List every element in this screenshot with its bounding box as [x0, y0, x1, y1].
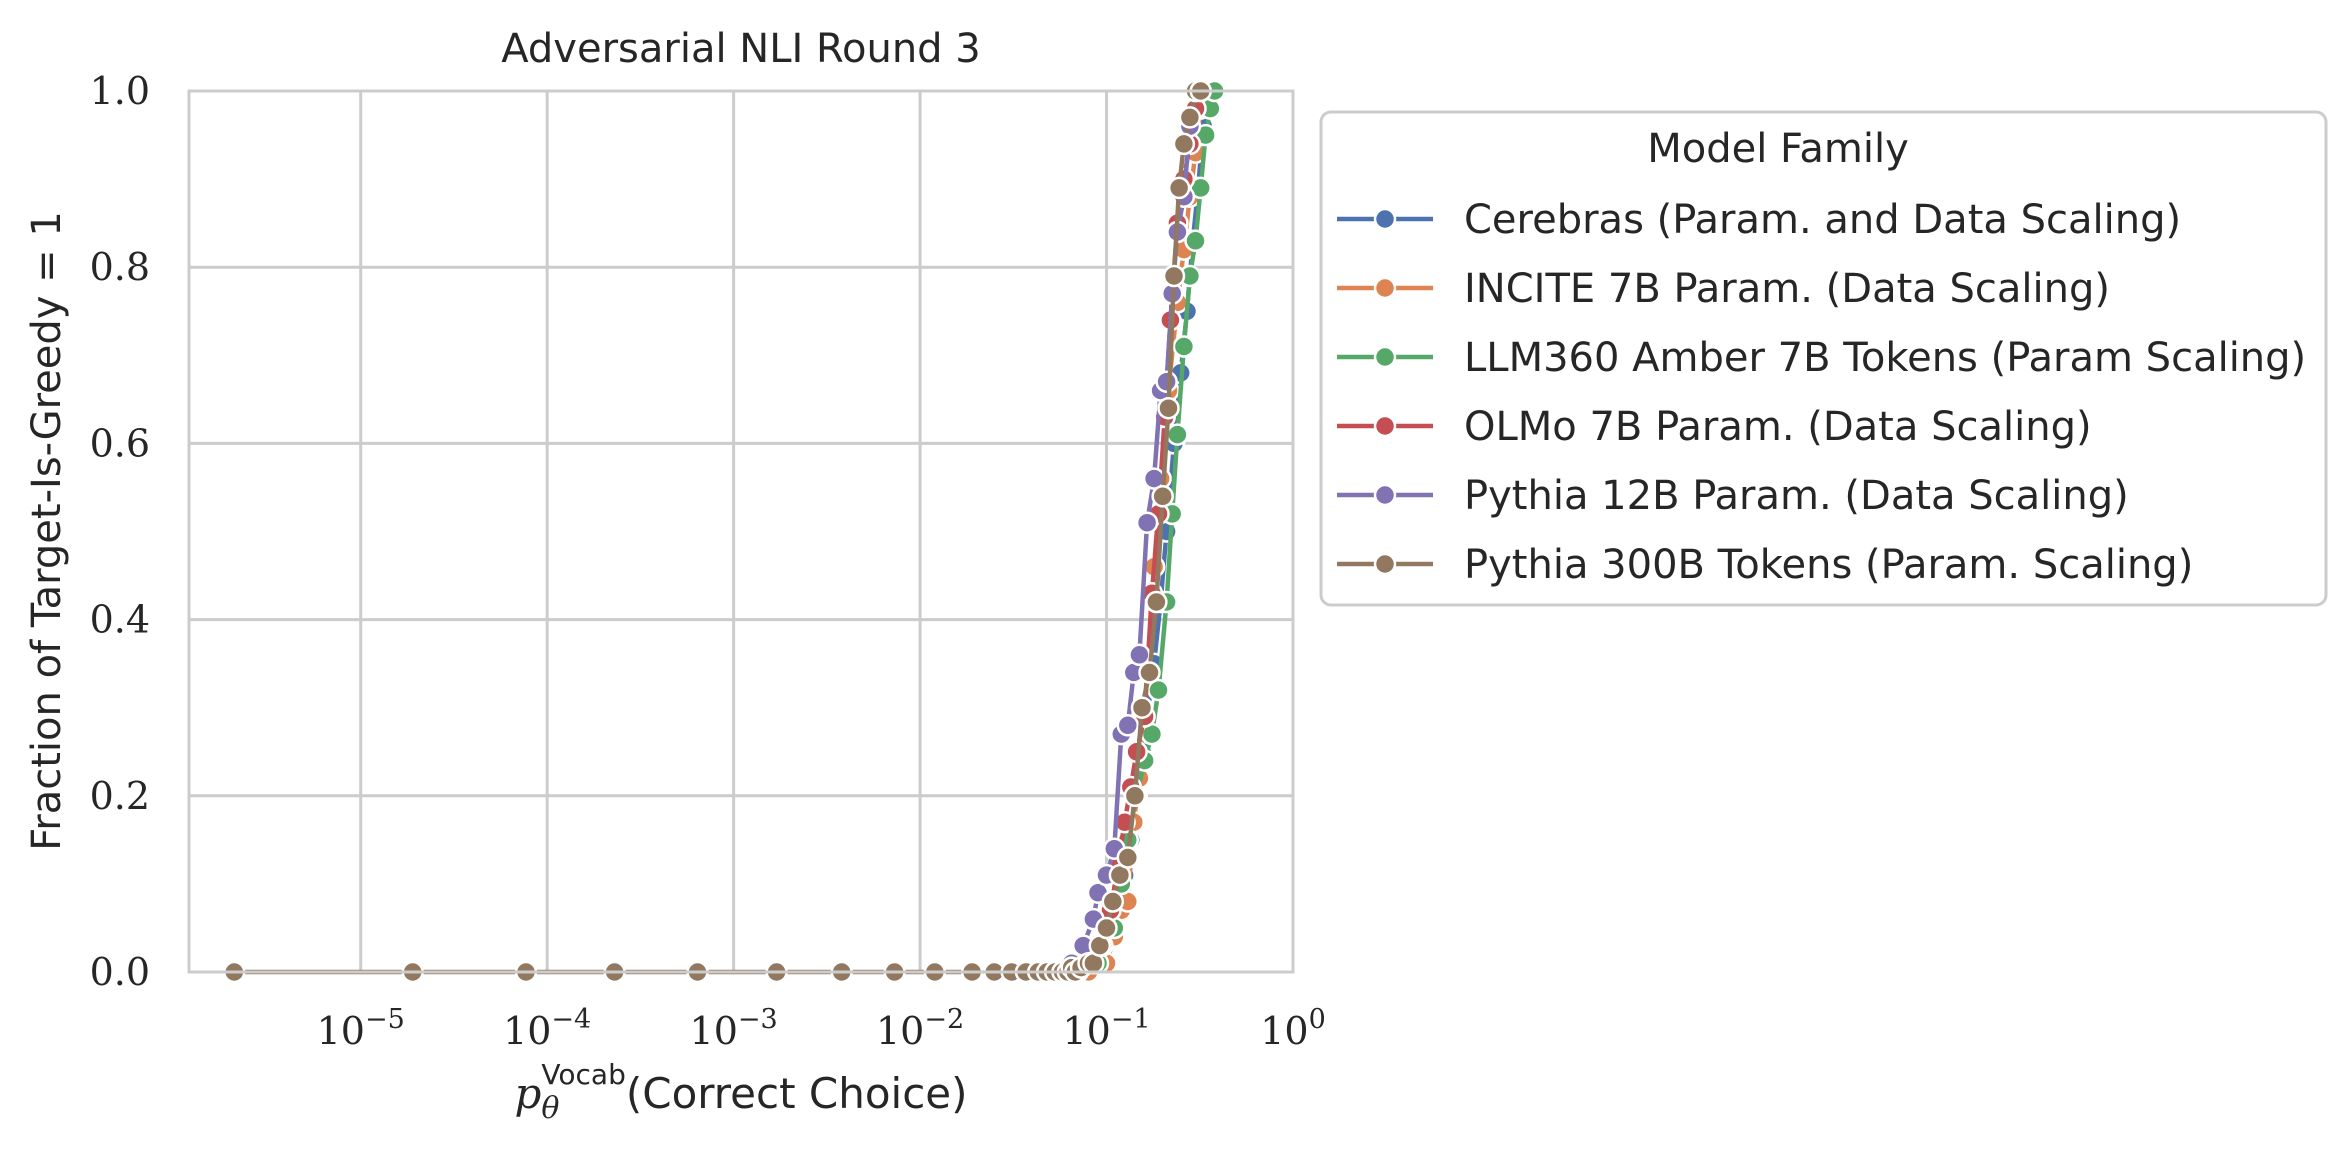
legend-label: Cerebras (Param. and Data Scaling) [1464, 197, 2181, 243]
x-tick-base: 10 [503, 1009, 551, 1053]
legend-label: LLM360 Amber 7B Tokens (Param Scaling) [1464, 335, 2306, 381]
x-tick-base: 10 [1260, 1009, 1308, 1053]
data-point [1157, 396, 1180, 420]
legend-items: Cerebras (Param. and Data Scaling) INCITE… [1337, 197, 2306, 588]
data-point [1166, 423, 1189, 446]
x-tick-labels: 10−5 10−4 10−3 10−2 10−1 100 [317, 1004, 1326, 1053]
legend-item: INCITE 7B Param. (Data Scaling) [1337, 266, 2110, 312]
y-tick-label: 0.6 [90, 421, 150, 465]
data-point [1172, 132, 1196, 156]
x-tick-base: 10 [1062, 1009, 1110, 1053]
legend-label: Pythia 300B Tokens (Param. Scaling) [1464, 542, 2193, 588]
legend-item: OLMo 7B Param. (Data Scaling) [1337, 404, 2092, 450]
legend-item: Cerebras (Param. and Data Scaling) [1337, 197, 2181, 243]
data-point [1123, 784, 1147, 808]
x-tick-label: 10−3 [690, 1004, 778, 1053]
x-tick-base: 10 [876, 1009, 924, 1053]
y-tick-label: 0.8 [90, 245, 150, 289]
x-tick-label: 10−5 [317, 1004, 405, 1053]
x-tick-base: 10 [690, 1009, 738, 1053]
x-tick-exponent: −3 [738, 1004, 778, 1035]
x-tick-label: 10−4 [503, 1004, 591, 1053]
legend-marker [1373, 414, 1397, 438]
data-point [1130, 696, 1154, 719]
x-tick-exponent: −5 [365, 1004, 405, 1035]
legend-item: Pythia 12B Param. (Data Scaling) [1337, 473, 2129, 519]
x-tick-label: 10−1 [1062, 1004, 1150, 1053]
y-tick-label: 0.4 [90, 598, 150, 642]
legend: Model Family Cerebras (Param. and Data S… [1319, 110, 2328, 607]
legend-label: OLMo 7B Param. (Data Scaling) [1464, 404, 2092, 450]
legend-label: Pythia 12B Param. (Data Scaling) [1464, 473, 2129, 519]
x-tick-exponent: −2 [924, 1004, 964, 1035]
x-axis-label-variable: p [514, 1069, 541, 1118]
data-point [1095, 916, 1118, 940]
x-tick-exponent: −4 [551, 1004, 591, 1035]
x-axis-label-text: (Correct Choice) [626, 1069, 968, 1118]
y-axis-label: Fraction of Target-Is-Greedy = 1 [24, 211, 70, 851]
x-tick-label: 100 [1260, 1004, 1326, 1053]
x-axis-label-subscript: θ [541, 1091, 559, 1126]
legend-label: INCITE 7B Param. (Data Scaling) [1464, 266, 2110, 312]
data-point [1116, 846, 1140, 869]
data-point [1155, 370, 1178, 393]
x-tick-label: 10−2 [876, 1004, 964, 1053]
legend-marker [1373, 483, 1397, 507]
data-point [1151, 485, 1174, 508]
data-point [1184, 229, 1207, 253]
data-point [1145, 590, 1168, 614]
legend-marker [1373, 552, 1397, 576]
data-point [1178, 106, 1202, 129]
series-layer [223, 79, 1226, 984]
data-point [1138, 661, 1161, 684]
data-point [1167, 176, 1191, 200]
data-point [1162, 264, 1186, 288]
y-tick-label: 0.2 [90, 774, 150, 818]
plot-frame [187, 89, 1295, 974]
legend-marker [1373, 345, 1397, 369]
data-point [1116, 714, 1140, 737]
y-tick-labels: 0.0 0.2 0.4 0.6 0.8 1.0 [90, 69, 150, 994]
data-point [1101, 890, 1125, 913]
x-axis-label: pθVocab(Correct Choice) [514, 1058, 967, 1126]
grid [189, 89, 1295, 974]
data-point [1147, 678, 1170, 702]
x-axis-label-superscript: Vocab [541, 1058, 625, 1091]
legend-item: LLM360 Amber 7B Tokens (Param Scaling) [1337, 335, 2306, 381]
chart-title: Adversarial NLI Round 3 [501, 26, 980, 72]
data-point [1172, 335, 1196, 358]
series-6 [223, 79, 1212, 984]
x-tick-exponent: 0 [1309, 1004, 1326, 1035]
x-tick-base: 10 [317, 1009, 365, 1053]
y-tick-label: 0.0 [90, 950, 150, 994]
y-tick-label: 1.0 [90, 69, 150, 113]
x-tick-exponent: −1 [1111, 1004, 1151, 1035]
data-point [1135, 511, 1159, 534]
legend-marker [1373, 207, 1397, 231]
legend-item: Pythia 300B Tokens (Param. Scaling) [1337, 542, 2193, 588]
legend-marker [1373, 276, 1397, 300]
legend-title: Model Family [1647, 126, 1909, 172]
legend-frame [1319, 110, 2328, 607]
